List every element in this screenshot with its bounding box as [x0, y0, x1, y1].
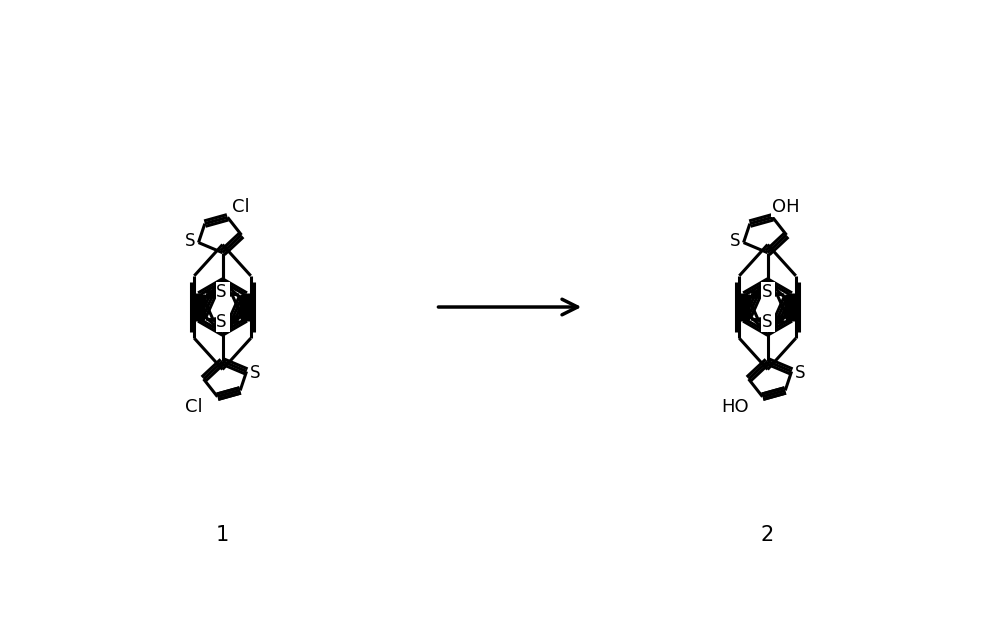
Text: S: S — [730, 232, 740, 250]
Text: S: S — [218, 283, 229, 301]
Text: S: S — [763, 283, 774, 301]
Text: OH: OH — [772, 198, 800, 216]
Text: S: S — [761, 313, 772, 331]
Text: S: S — [218, 313, 229, 331]
Text: S: S — [795, 364, 805, 382]
Text: S: S — [250, 364, 260, 382]
Text: 1: 1 — [216, 525, 229, 545]
Text: S: S — [761, 283, 772, 301]
Text: Cl: Cl — [185, 398, 203, 416]
Text: 2: 2 — [761, 525, 774, 545]
Text: S: S — [216, 283, 227, 301]
Text: S: S — [216, 313, 227, 331]
Text: HO: HO — [722, 398, 749, 416]
Text: S: S — [763, 313, 774, 331]
Text: Cl: Cl — [232, 198, 250, 216]
Text: S: S — [185, 232, 195, 250]
